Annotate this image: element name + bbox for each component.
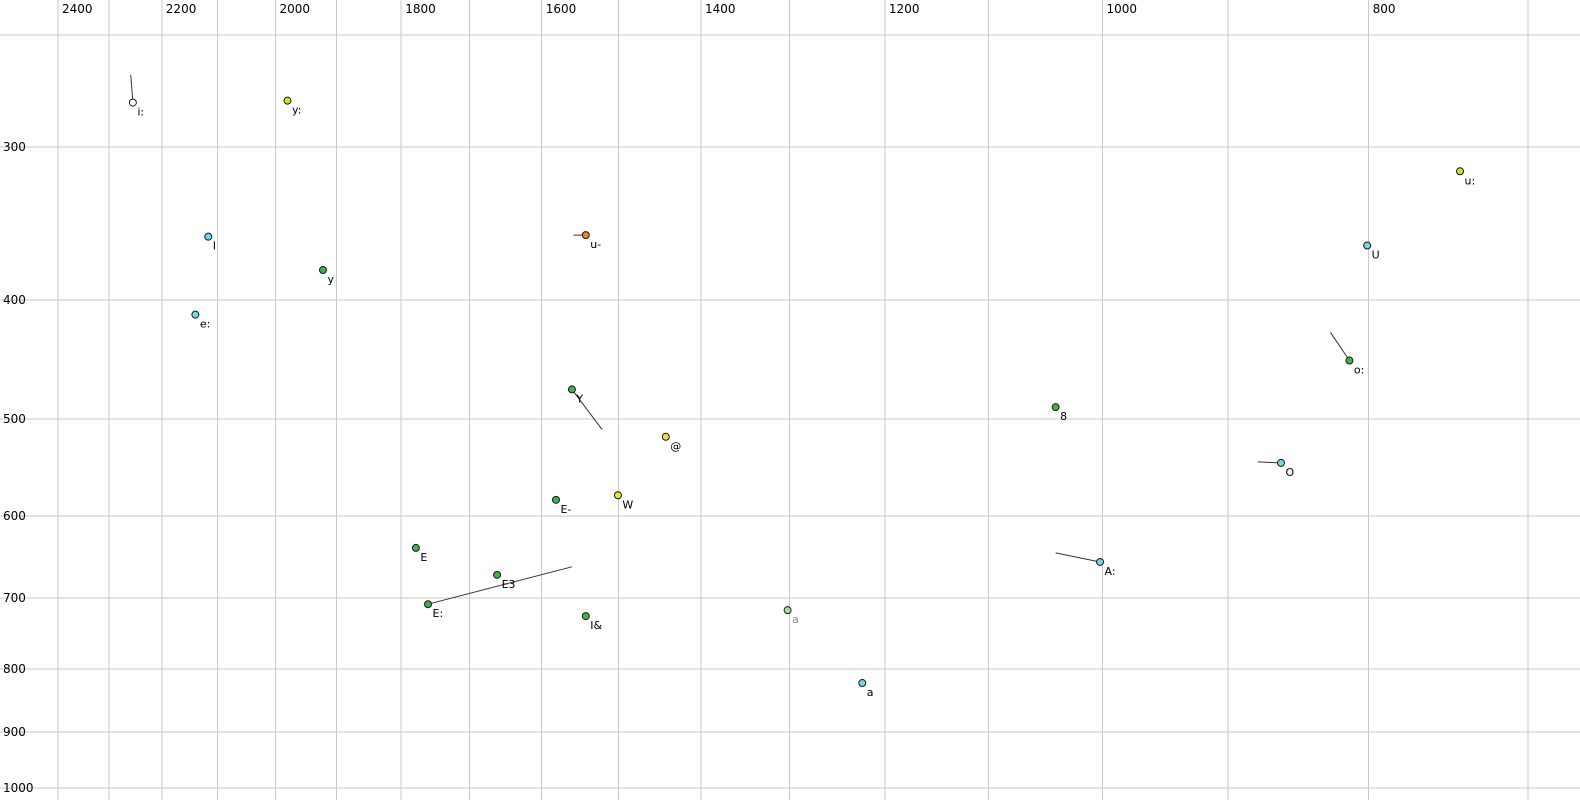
vowel-point[interactable] [318, 266, 327, 275]
x-axis-tick-label: 2000 [280, 2, 311, 16]
vowel-point[interactable] [411, 543, 420, 552]
x-axis-tick-label: 1600 [546, 2, 577, 16]
vowel-point[interactable] [128, 98, 137, 107]
point-tail-line [571, 389, 603, 430]
vowel-point-label: E: [433, 607, 444, 620]
vowel-point[interactable] [1051, 403, 1060, 412]
x-axis-tick-label: 1400 [705, 2, 736, 16]
y-axis-tick-label: 600 [3, 509, 26, 523]
vowel-point[interactable] [783, 606, 792, 615]
vowel-point[interactable] [567, 385, 576, 394]
point-tail-line [130, 74, 134, 103]
point-tail-line [1055, 552, 1101, 563]
vowel-point-label: U [1372, 249, 1380, 262]
y-axis-tick-label: 700 [3, 591, 26, 605]
vowel-point-label: E [420, 551, 427, 564]
vowel-point[interactable] [1456, 167, 1465, 176]
x-axis-tick-label: 800 [1373, 2, 1396, 16]
vowel-point[interactable] [191, 310, 200, 319]
vowel-point-label: @ [670, 440, 681, 453]
vowel-point[interactable] [493, 570, 502, 579]
vowel-point[interactable] [551, 495, 560, 504]
vowel-point-label: A: [1105, 565, 1116, 578]
y-axis-tick-label: 900 [3, 725, 26, 739]
vowel-point[interactable] [1096, 557, 1105, 566]
vowel-point[interactable] [424, 600, 433, 609]
vowel-point-label: o: [1354, 364, 1364, 377]
vowel-point-label: u: [1465, 174, 1476, 187]
y-axis-tick-label: 300 [3, 140, 26, 154]
vowel-point-label: e: [200, 318, 210, 331]
vowel-point-label: a [792, 613, 799, 626]
vowel-point-label: Y [575, 392, 583, 405]
vowel-point[interactable] [1363, 241, 1372, 250]
x-axis-tick-label: 2400 [62, 2, 93, 16]
vowel-point-label: E- [560, 503, 571, 516]
vowel-point-label: E3 [502, 578, 516, 591]
vowel-point-label: i: [137, 106, 144, 119]
vowel-point-label: a [867, 686, 874, 699]
vowel-point-label: O [1285, 466, 1294, 479]
vowel-point-label: W [622, 498, 633, 511]
y-axis-tick-label: 1000 [3, 781, 34, 795]
vowel-point-label: u- [590, 238, 601, 251]
vowel-point-label: y [327, 273, 334, 286]
x-axis-tick-label: 1000 [1106, 2, 1137, 16]
vowel-point-label: y: [292, 104, 301, 117]
x-axis-tick-label: 1800 [405, 2, 436, 16]
vowel-point[interactable] [581, 231, 590, 240]
point-tail-line [427, 566, 573, 605]
vowel-point[interactable] [283, 96, 292, 105]
vowel-point[interactable] [661, 432, 670, 441]
vowel-point-label: I& [590, 619, 602, 632]
x-axis-tick-label: 1200 [889, 2, 920, 16]
vowel-point[interactable] [613, 491, 622, 500]
vowel-point[interactable] [1276, 458, 1285, 467]
y-axis-tick-label: 400 [3, 293, 26, 307]
vowel-point[interactable] [858, 679, 867, 688]
y-axis-tick-label: 800 [3, 662, 26, 676]
vowel-point[interactable] [204, 232, 213, 241]
y-axis-tick-label: 500 [3, 412, 26, 426]
x-axis-tick-label: 2200 [166, 2, 197, 16]
point-tail-line [1330, 332, 1350, 361]
vowel-point-label: 8 [1060, 410, 1067, 423]
vowel-point[interactable] [1345, 356, 1354, 365]
vowel-point-label: I [213, 240, 216, 253]
vowel-point[interactable] [581, 612, 590, 621]
